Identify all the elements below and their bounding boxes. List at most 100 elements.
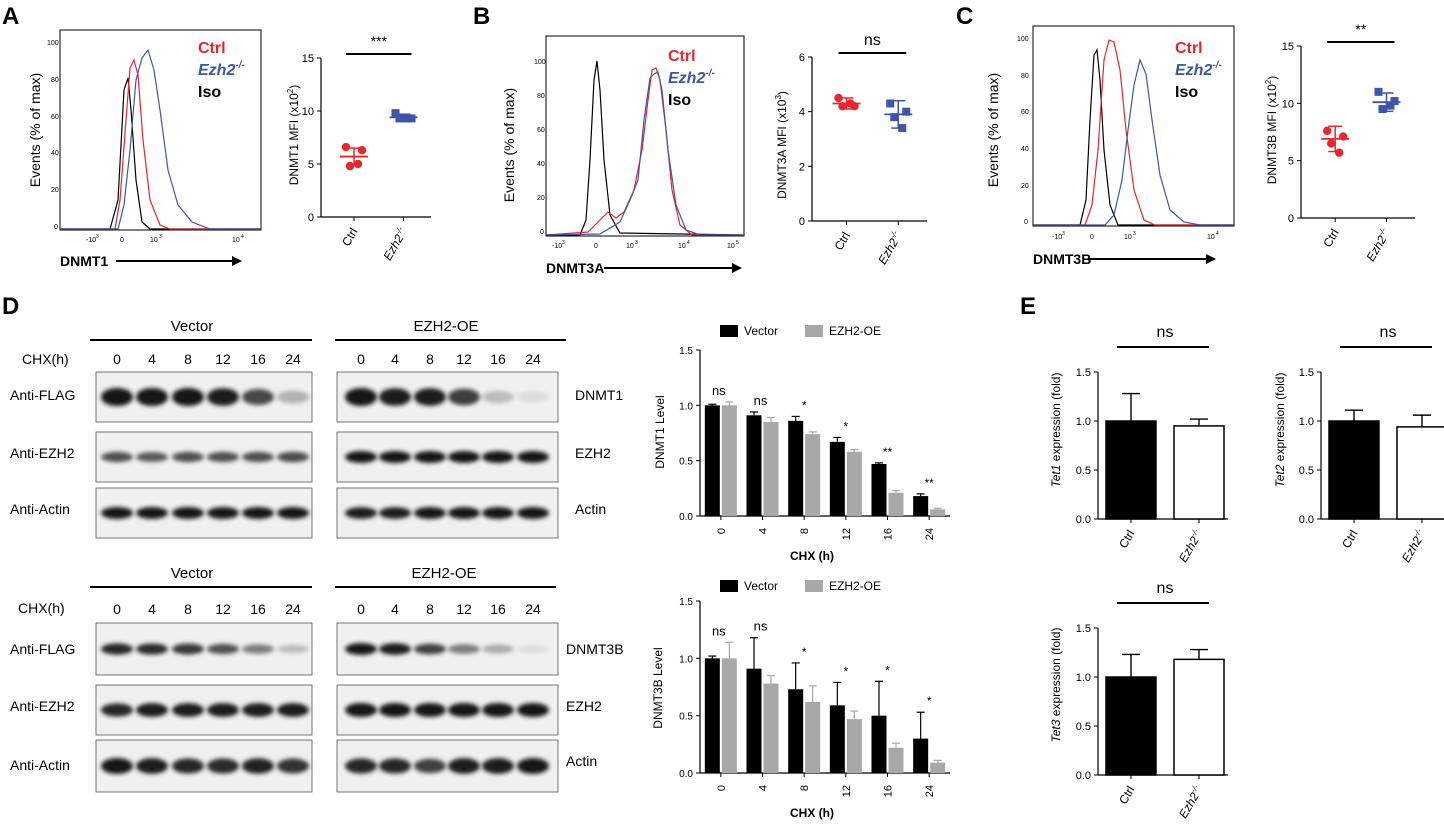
data-point <box>1323 126 1332 136</box>
bar-ylabel: Tet2 expression (fold) <box>1273 373 1287 488</box>
blot-band <box>345 758 377 774</box>
blot-band <box>379 703 411 717</box>
data-point <box>886 99 895 108</box>
xtick-exp: 4 <box>1216 231 1219 237</box>
blot-band <box>101 388 133 406</box>
ytick-label: 0.5 <box>679 712 693 723</box>
time-label: 24 <box>285 601 301 617</box>
xtick-label: Ctrl <box>1339 528 1360 551</box>
ytick: 0 <box>1024 219 1028 226</box>
hist-ylabel: Events (% of max) <box>27 73 43 187</box>
hist-yticks: 100 80 60 40 20 0 <box>47 40 59 231</box>
ytick-label: 2 <box>799 161 805 173</box>
time-label: 0 <box>113 351 121 367</box>
significance-label: * <box>843 419 848 433</box>
bar-vector <box>746 415 762 516</box>
ytick-label: 6 <box>799 52 805 64</box>
ytick-label: 0.5 <box>1076 465 1091 477</box>
ytick-label: 5 <box>1288 156 1294 168</box>
blot-band <box>207 507 239 519</box>
blot-band <box>172 643 204 655</box>
xtick-label: 24 <box>924 528 936 540</box>
blot-bands <box>95 622 559 793</box>
ytick: 100 <box>47 40 59 47</box>
group-title-oe: EZH2-OE <box>413 318 478 335</box>
ytick-label: 1.0 <box>1076 672 1091 684</box>
time-label: 0 <box>113 601 121 617</box>
histogram-c: Events (% of max) 100 80 60 40 20 0 -10 3… <box>985 25 1235 267</box>
xtick-label: 24 <box>924 785 936 797</box>
blot-band <box>379 388 411 406</box>
blot-band <box>345 388 377 406</box>
time-label: 0 <box>357 351 365 367</box>
significance-label: ns <box>1157 324 1174 341</box>
right-label-dnmt1: DNMT1 <box>575 387 623 403</box>
legend-swatch-vector <box>720 580 738 592</box>
xtick-exp: 3 <box>96 234 99 240</box>
bar-vector <box>871 463 887 516</box>
significance-label: *** <box>371 33 388 49</box>
blot-band <box>172 451 204 463</box>
bar-oe <box>721 405 737 516</box>
xtick: 0 <box>594 243 598 250</box>
significance-label: ns <box>864 32 881 49</box>
ytick-label: 5 <box>308 159 314 171</box>
blot-band <box>242 389 274 405</box>
panel-letter-e: E <box>1020 293 1036 320</box>
blot-band <box>242 703 274 717</box>
significance-label: ns <box>754 619 768 634</box>
ytick-label: 0.0 <box>1076 770 1091 782</box>
xtick-label: 0 <box>716 785 728 791</box>
time-label: 4 <box>391 351 399 367</box>
blot-band <box>414 451 446 463</box>
legend-ezh2: Ezh2-/- <box>1175 60 1222 79</box>
blot-band <box>448 507 480 519</box>
row-label-actin: Anti-Actin <box>10 757 70 773</box>
hist-xticks: -10 3 0 10 3 10 4 10 5 <box>552 240 739 250</box>
time-label: 16 <box>250 601 266 617</box>
data-point <box>345 161 355 171</box>
ytick: 80 <box>51 77 59 84</box>
ytick-label: 1.5 <box>1076 367 1091 379</box>
scatter-ylabel: DNMT3A MFI (x103) <box>774 91 789 199</box>
bar-chart-tet1: Tet1 expression (fold) 1.5 1.0 0.5 0.0 Ctrl E… <box>1049 324 1228 565</box>
significance-label: ns <box>1157 580 1174 597</box>
ytick-label: 0.0 <box>679 512 693 523</box>
blot-band <box>345 451 377 463</box>
bar-ylabel: DNMT3B Level <box>651 647 665 728</box>
ytick-label: 0 <box>1288 213 1294 225</box>
significance-label: ** <box>883 445 893 459</box>
data-point <box>353 159 363 169</box>
xtick-exp: 3 <box>635 240 638 246</box>
xtick-label: Ctrl <box>832 230 853 253</box>
ytick-label: 10 <box>1282 98 1294 110</box>
ytick: 60 <box>51 114 59 121</box>
scatter-c: DNMT3B MFI (x102) 15 10 5 0 Ctrl Ezh2-/- ** <box>1264 21 1415 264</box>
blot-band <box>414 643 446 655</box>
time-label: 24 <box>285 351 301 367</box>
xtick-label: Ezh2-/- <box>380 225 411 263</box>
bar-oe <box>846 451 862 516</box>
legend-ctrl: Ctrl <box>668 48 696 65</box>
ytick-label: 1.0 <box>679 401 693 412</box>
xtick: 0 <box>1090 234 1094 241</box>
blot-band <box>242 451 274 463</box>
panel-letter-c: C <box>956 3 973 30</box>
bar-chart-dnmt1: DNMT1 Level CHX (h) Vector EZH2-OE 1.5 1.0 0… <box>653 324 950 563</box>
hist-yticks: 100 80 60 40 20 0 <box>1017 36 1029 226</box>
data-point <box>846 99 855 108</box>
significance-label: * <box>885 663 890 677</box>
hist-ylabel: Events (% of max) <box>985 73 1001 187</box>
bar-vector <box>913 738 929 773</box>
xtick-label: 8 <box>799 785 811 791</box>
blot-band <box>482 644 514 654</box>
scatter-ylabel: DNMT1 MFI (x102) <box>286 85 301 185</box>
right-label-dnmt3b: DNMT3B <box>566 641 624 657</box>
blot-band <box>448 451 480 463</box>
blot-band <box>379 758 411 774</box>
blot-band <box>101 643 133 655</box>
data-point <box>1378 105 1387 114</box>
xtick: 10 <box>678 243 686 250</box>
ytick-label: 15 <box>302 53 314 65</box>
xtick-label: Ctrl <box>339 226 360 249</box>
